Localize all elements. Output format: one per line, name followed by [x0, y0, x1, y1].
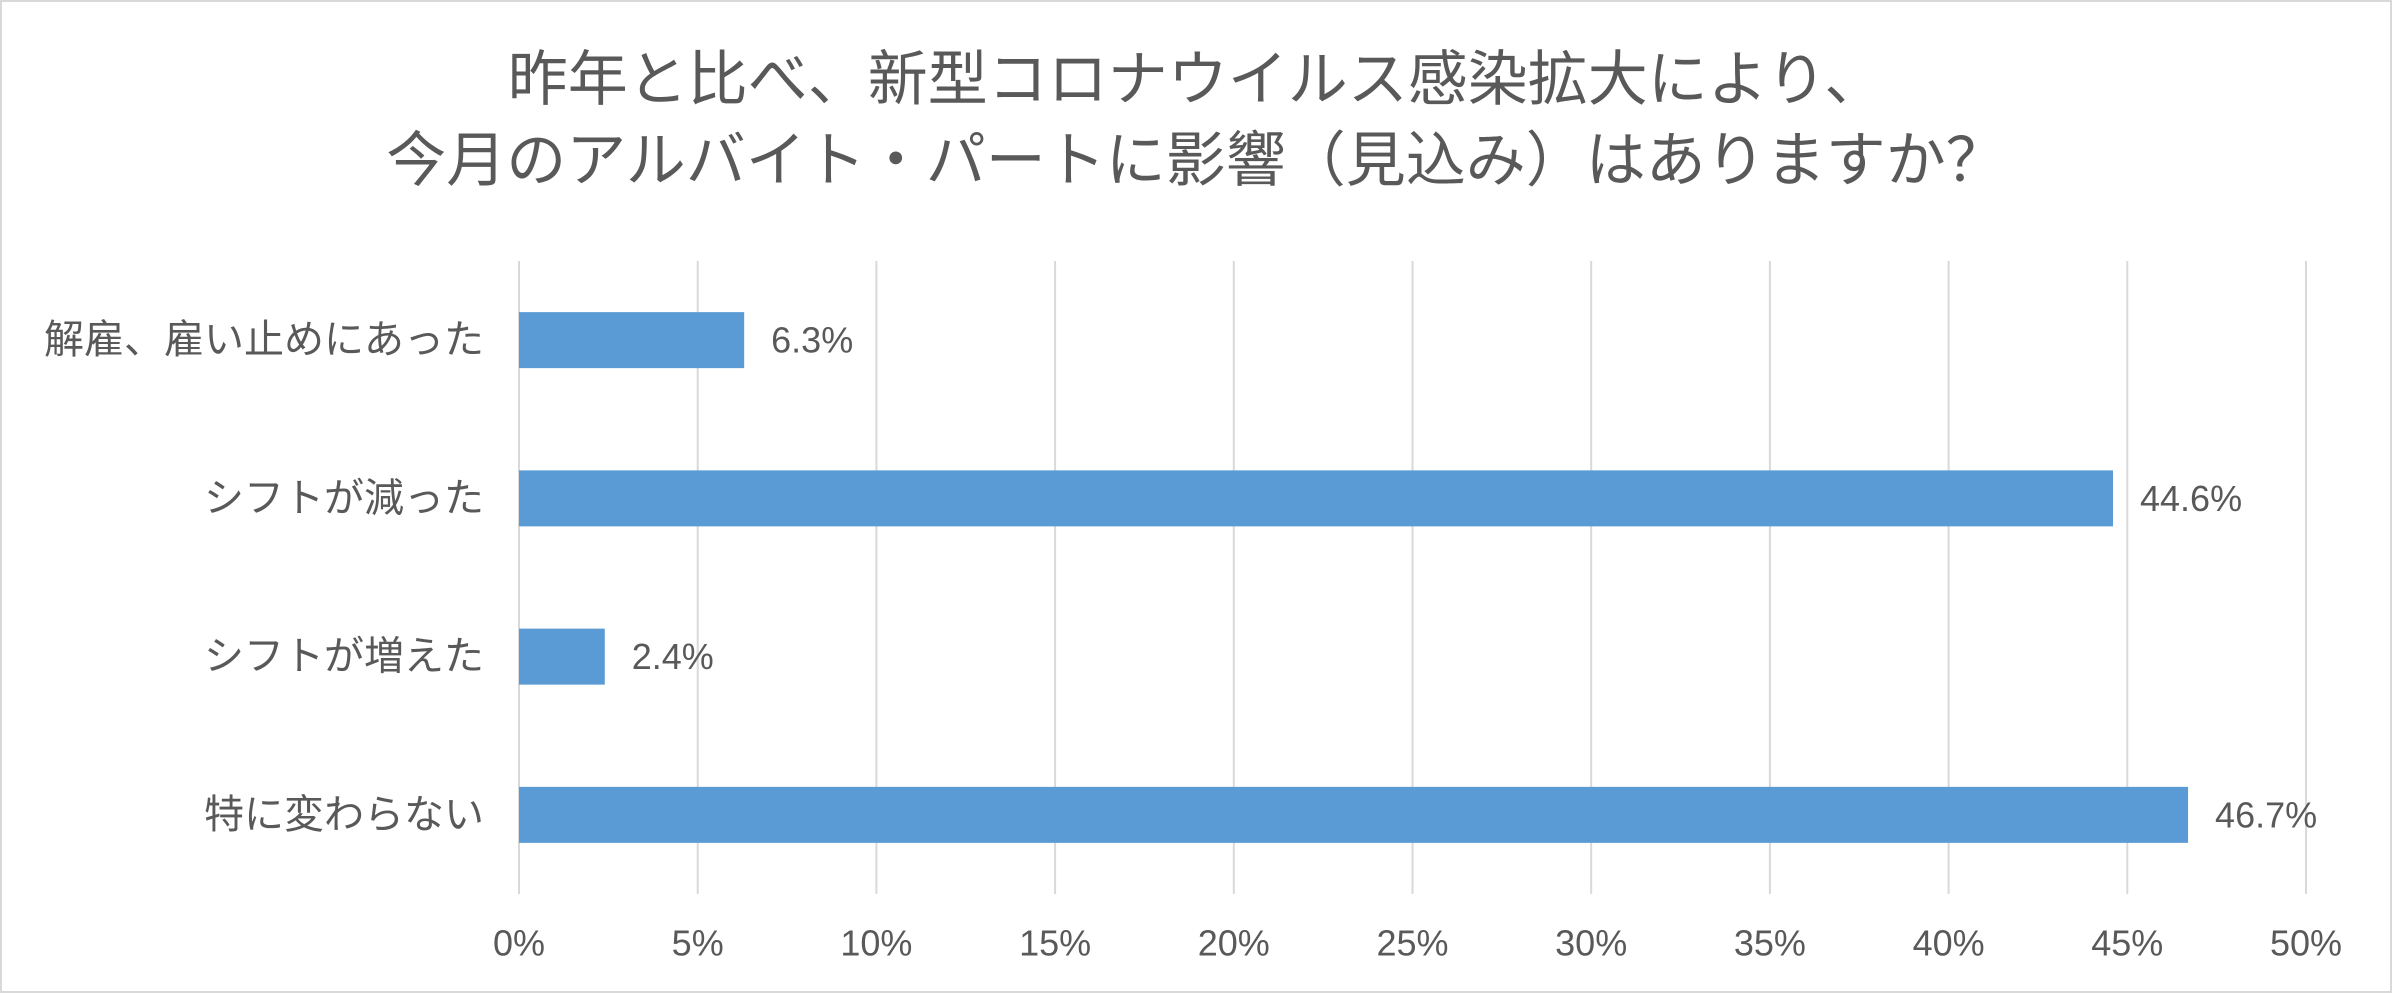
bar-3 — [519, 628, 605, 685]
x-tick-label-20pct: 20% — [1198, 923, 1270, 964]
x-tick-label-25pct: 25% — [1376, 923, 1448, 964]
x-tick-label-5pct: 5% — [672, 923, 724, 964]
x-tick-label-15pct: 15% — [1019, 923, 1091, 964]
value-label-4: 46.7% — [2215, 794, 2317, 835]
chart-title: 昨年と比べ、新型コロナウイルス感染拡大により、 今月のアルバイト・パートに影響（… — [386, 45, 2006, 196]
x-tick-label-35pct: 35% — [1734, 923, 1806, 964]
x-tick-label-10pct: 10% — [840, 923, 912, 964]
x-tick-label-30pct: 30% — [1555, 923, 1627, 964]
x-tick-label-45pct: 45% — [2091, 923, 2163, 964]
x-tick-label-0pct: 0% — [493, 923, 545, 964]
bar-1 — [519, 312, 745, 369]
x-tick-label-50pct: 50% — [2270, 923, 2342, 964]
category-label-3: シフトが増えた — [204, 634, 484, 680]
bar-4 — [519, 786, 2189, 843]
value-label-1: 6.3% — [771, 320, 853, 361]
bar-2 — [519, 470, 2114, 527]
value-label-2: 44.6% — [2140, 478, 2242, 519]
category-label-1: 解雇、雇い止めにあった — [44, 317, 484, 363]
value-label-3: 2.4% — [632, 636, 714, 677]
category-label-4: 特に変わらない — [204, 792, 484, 838]
x-tick-label-40pct: 40% — [1913, 923, 1985, 964]
category-label-2: シフトが減った — [204, 475, 484, 521]
